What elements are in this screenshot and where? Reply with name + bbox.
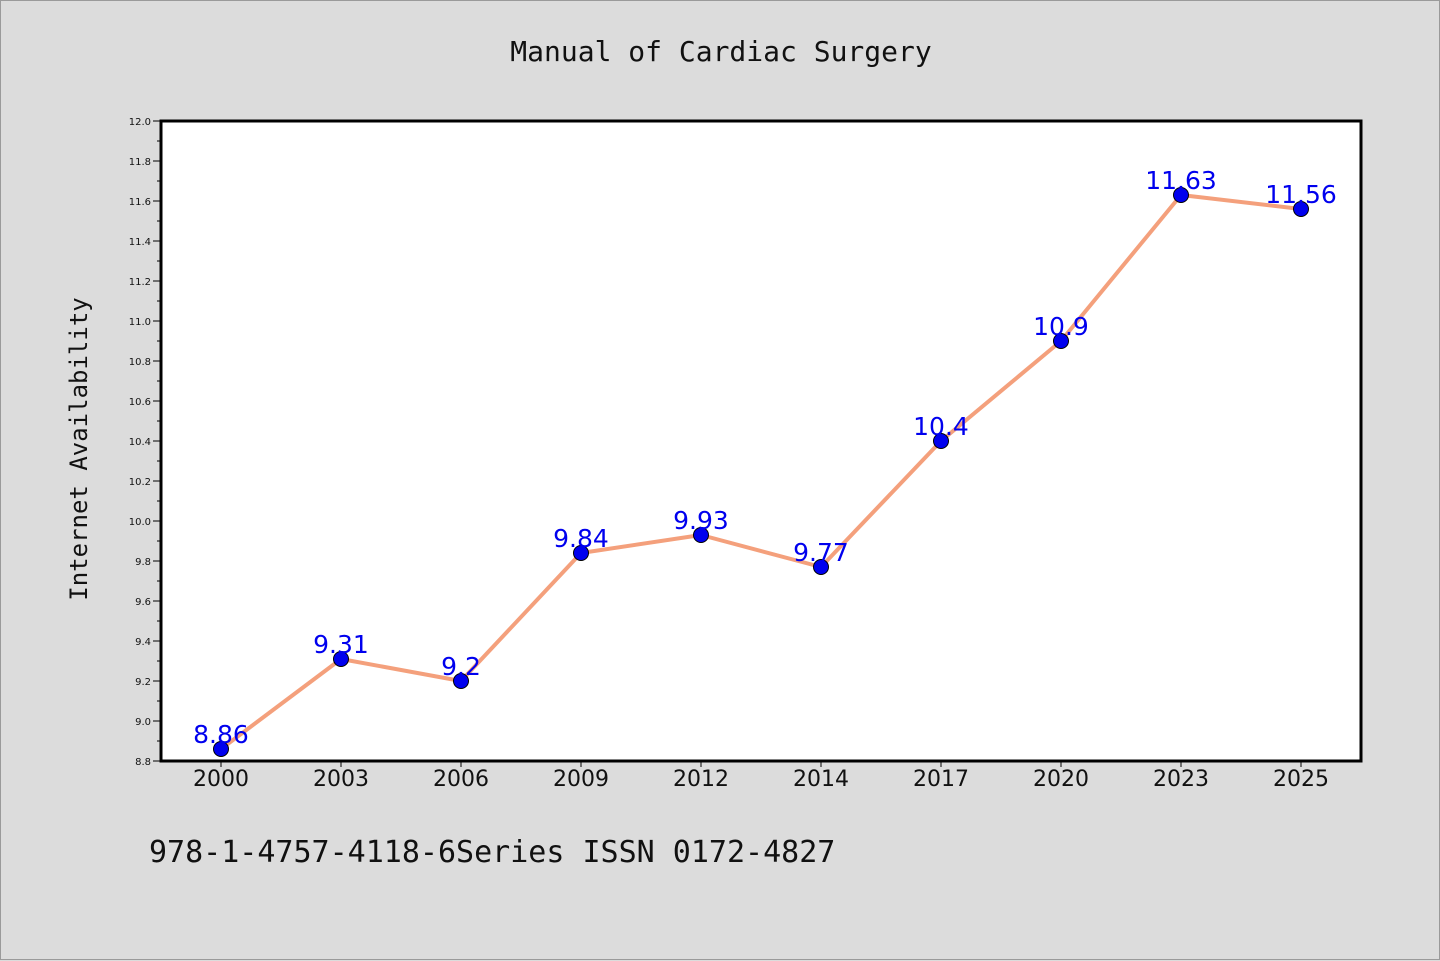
data-point [933, 433, 949, 449]
data-point [813, 559, 829, 575]
y-tick-label: 11.4 [129, 237, 151, 248]
x-tick-label: 2017 [913, 767, 969, 792]
x-tick-label: 2025 [1273, 767, 1329, 792]
data-label: 9.93 [673, 506, 729, 535]
x-tick-label: 2006 [433, 767, 489, 792]
x-tick-label: 2000 [193, 767, 249, 792]
x-axis: 2000 2003 2006 2009 2012 2014 2017 2020 2023 2025 [193, 761, 1329, 792]
y-tick-label: 10.6 [129, 397, 151, 408]
data-label: 8.86 [193, 720, 249, 749]
y-tick-label: 12.0 [129, 117, 151, 128]
plot-area [159, 119, 1363, 763]
y-tick-label: 11.8 [129, 157, 151, 168]
data-label: 10.4 [913, 412, 969, 441]
data-point [693, 527, 709, 543]
data-label: 10.9 [1033, 312, 1089, 341]
series-line [219, 193, 1302, 751]
y-tick-label: 10.2 [129, 477, 151, 488]
y-axis: 8.8 9.0 9.2 9.4 9.6 9.8 10.0 10.2 10.4 10.6 10.8 11… [129, 117, 161, 768]
x-tick-label: 2003 [313, 767, 369, 792]
x-tick-label: 2009 [553, 767, 609, 792]
data-label: 9.31 [313, 630, 369, 659]
y-tick-label: 11.2 [129, 277, 151, 288]
data-point [573, 545, 589, 561]
x-tick-label: 2012 [673, 767, 729, 792]
y-tick-label: 8.8 [135, 757, 151, 768]
x-tick-label: 2020 [1033, 767, 1089, 792]
y-tick-label: 9.4 [135, 637, 151, 648]
footer-isbn-issn: 978-1-4757-4118-6Series ISSN 0172-4827 [149, 835, 836, 870]
data-label: 11.56 [1265, 180, 1337, 209]
x-tick-label: 2023 [1153, 767, 1209, 792]
y-tick-label: 9.6 [135, 597, 151, 608]
y-tick-label: 9.0 [135, 717, 151, 728]
data-point [1173, 187, 1189, 203]
data-point [213, 741, 229, 757]
data-point [1053, 333, 1069, 349]
data-point [333, 651, 349, 667]
data-point [1293, 201, 1309, 217]
y-tick-label: 9.8 [135, 557, 151, 568]
data-label: 9.2 [441, 652, 481, 681]
data-label: 11.63 [1145, 166, 1217, 195]
chart-title: Manual of Cardiac Surgery [510, 35, 932, 68]
y-axis-label: Internet Availability [65, 297, 93, 600]
data-label: 9.77 [793, 538, 849, 567]
x-tick-label: 2014 [793, 767, 849, 792]
y-tick-label: 10.8 [129, 357, 151, 368]
y-tick-label: 10.4 [129, 437, 151, 448]
data-point [453, 673, 469, 689]
series-layer: 8.86 9.31 9.2 9.84 9.93 9.77 10.4 10.9 11.63 11.5… [193, 166, 1337, 757]
data-label: 9.84 [553, 524, 609, 553]
y-tick-label: 10.0 [129, 517, 151, 528]
y-tick-label: 11.0 [129, 317, 151, 328]
y-tick-label: 11.6 [129, 197, 151, 208]
y-tick-label: 9.2 [135, 677, 151, 688]
